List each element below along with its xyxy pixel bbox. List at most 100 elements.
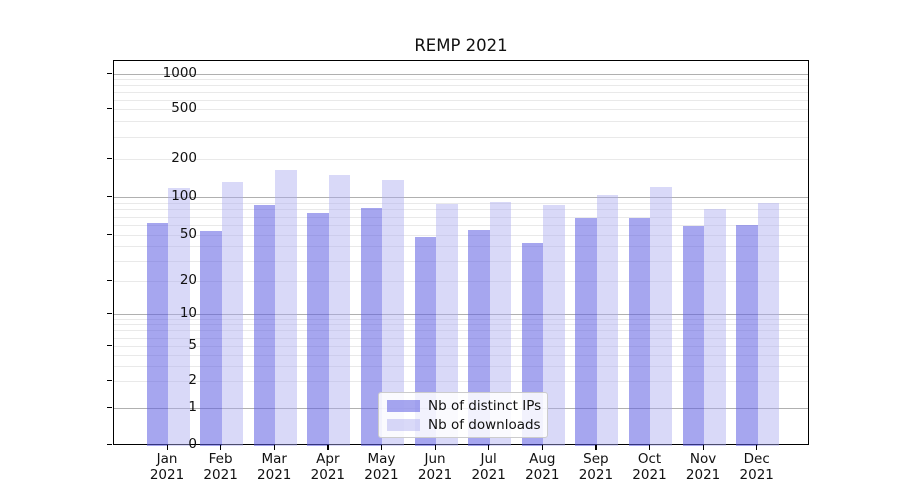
bar-nb-of-distinct-ips	[253, 204, 276, 446]
y-tick-mark	[107, 107, 112, 109]
minor-gridline	[114, 85, 808, 87]
y-tick-mark	[107, 195, 112, 197]
bar-nb-of-distinct-ips	[360, 207, 383, 446]
x-tick-year: 2021	[149, 467, 185, 483]
minor-gridline	[114, 202, 808, 204]
bar-nb-of-downloads	[543, 204, 565, 446]
minor-gridline	[114, 92, 808, 93]
x-tick-month: Nov	[689, 451, 717, 467]
minor-gridline	[114, 381, 808, 382]
bar-nb-of-downloads	[436, 204, 458, 446]
x-tick-label: Jul 2021	[457, 451, 521, 483]
x-tick-year: 2021	[525, 467, 560, 483]
y-tick-mark	[107, 443, 112, 445]
bar-nb-of-downloads	[489, 201, 512, 446]
y-tick-label: 0	[188, 436, 197, 452]
y-tick-mark	[107, 406, 112, 408]
x-tick-month: Jan	[156, 451, 178, 467]
y-tick-mark	[107, 344, 112, 346]
bar-nb-of-distinct-ips	[682, 225, 705, 446]
y-tick-label: 100	[171, 188, 197, 204]
plot-area	[113, 60, 809, 446]
x-tick-year: 2021	[203, 467, 238, 483]
minor-gridline	[114, 109, 808, 110]
x-tick-mark	[380, 445, 383, 450]
x-tick-label: Sep 2021	[564, 451, 628, 483]
minor-gridline	[114, 354, 808, 356]
x-tick-month: Jul	[480, 451, 497, 467]
x-tick-month: Oct	[637, 451, 662, 467]
bar-nb-of-downloads	[596, 195, 619, 446]
minor-gridline	[114, 235, 808, 236]
y-tick-label: 1	[188, 399, 197, 415]
legend-row: Nb of distinct IPs	[387, 398, 541, 414]
legend-swatch	[387, 418, 420, 431]
x-tick-year: 2021	[685, 467, 721, 483]
bar-nb-of-downloads	[275, 169, 297, 446]
x-tick-year: 2021	[310, 467, 345, 483]
bar-nb-of-downloads	[757, 202, 780, 446]
x-tick-month: Jun	[424, 451, 446, 467]
minor-gridline	[114, 330, 808, 332]
minor-gridline	[114, 346, 808, 347]
y-tick-label: 20	[179, 272, 197, 288]
legend-row: Nb of downloads	[387, 417, 541, 433]
bar-nb-of-downloads	[328, 175, 351, 446]
minor-gridline	[114, 209, 808, 211]
y-tick-mark	[107, 157, 112, 159]
x-tick-label: Mar 2021	[242, 451, 306, 483]
minor-gridline	[114, 136, 808, 138]
x-tick-label: Aug 2021	[510, 451, 574, 483]
x-tick-mark	[756, 445, 758, 450]
minor-gridline	[114, 246, 808, 248]
major-gridline	[114, 314, 808, 315]
x-tick-label: Oct 2021	[617, 451, 681, 483]
minor-gridline	[114, 121, 808, 123]
y-tick-label: 10	[179, 305, 197, 321]
x-tick-month: Apr	[316, 451, 340, 467]
x-tick-mark	[220, 445, 222, 450]
x-tick-year: 2021	[632, 467, 667, 483]
chart-title: REMP 2021	[414, 36, 508, 55]
y-tick-mark	[107, 279, 112, 281]
y-tick-label: 1000	[162, 65, 197, 81]
x-tick-mark	[702, 445, 704, 450]
x-tick-year: 2021	[257, 467, 292, 483]
x-tick-label: Jun 2021	[403, 451, 467, 483]
x-tick-mark	[488, 445, 490, 450]
bar-nb-of-downloads	[704, 208, 726, 446]
minor-gridline	[114, 365, 808, 367]
minor-gridline	[114, 99, 808, 101]
minor-gridline	[114, 159, 808, 160]
legend: Nb of distinct IPs Nb of downloads	[378, 392, 548, 438]
x-tick-year: 2021	[739, 467, 774, 483]
bar-nb-of-distinct-ips	[628, 218, 651, 446]
y-tick-label: 2	[188, 372, 197, 388]
y-tick-label: 50	[179, 226, 197, 242]
minor-gridline	[114, 337, 808, 339]
x-tick-label: Nov 2021	[671, 451, 735, 483]
minor-gridline	[114, 260, 808, 262]
minor-gridline	[114, 79, 808, 81]
x-tick-mark	[327, 445, 329, 450]
x-tick-mark	[273, 445, 275, 450]
major-gridline	[114, 74, 808, 75]
minor-gridline	[114, 225, 808, 226]
x-tick-month: Sep	[583, 451, 609, 467]
minor-gridline	[114, 216, 808, 218]
x-tick-label: Feb 2021	[189, 451, 253, 483]
x-tick-mark	[541, 445, 543, 450]
bar-nb-of-distinct-ips	[200, 230, 222, 446]
x-tick-year: 2021	[578, 467, 614, 483]
x-tick-month: Mar	[261, 451, 287, 467]
legend-swatch	[387, 399, 420, 412]
bar-nb-of-downloads	[221, 181, 244, 446]
bar-nb-of-distinct-ips	[575, 218, 597, 446]
minor-gridline	[114, 318, 808, 320]
x-tick-month: May	[367, 451, 396, 467]
x-tick-year: 2021	[364, 467, 399, 483]
y-tick-label: 500	[171, 100, 197, 116]
x-tick-month: Feb	[208, 451, 233, 467]
x-tick-label: Jan 2021	[135, 451, 199, 483]
